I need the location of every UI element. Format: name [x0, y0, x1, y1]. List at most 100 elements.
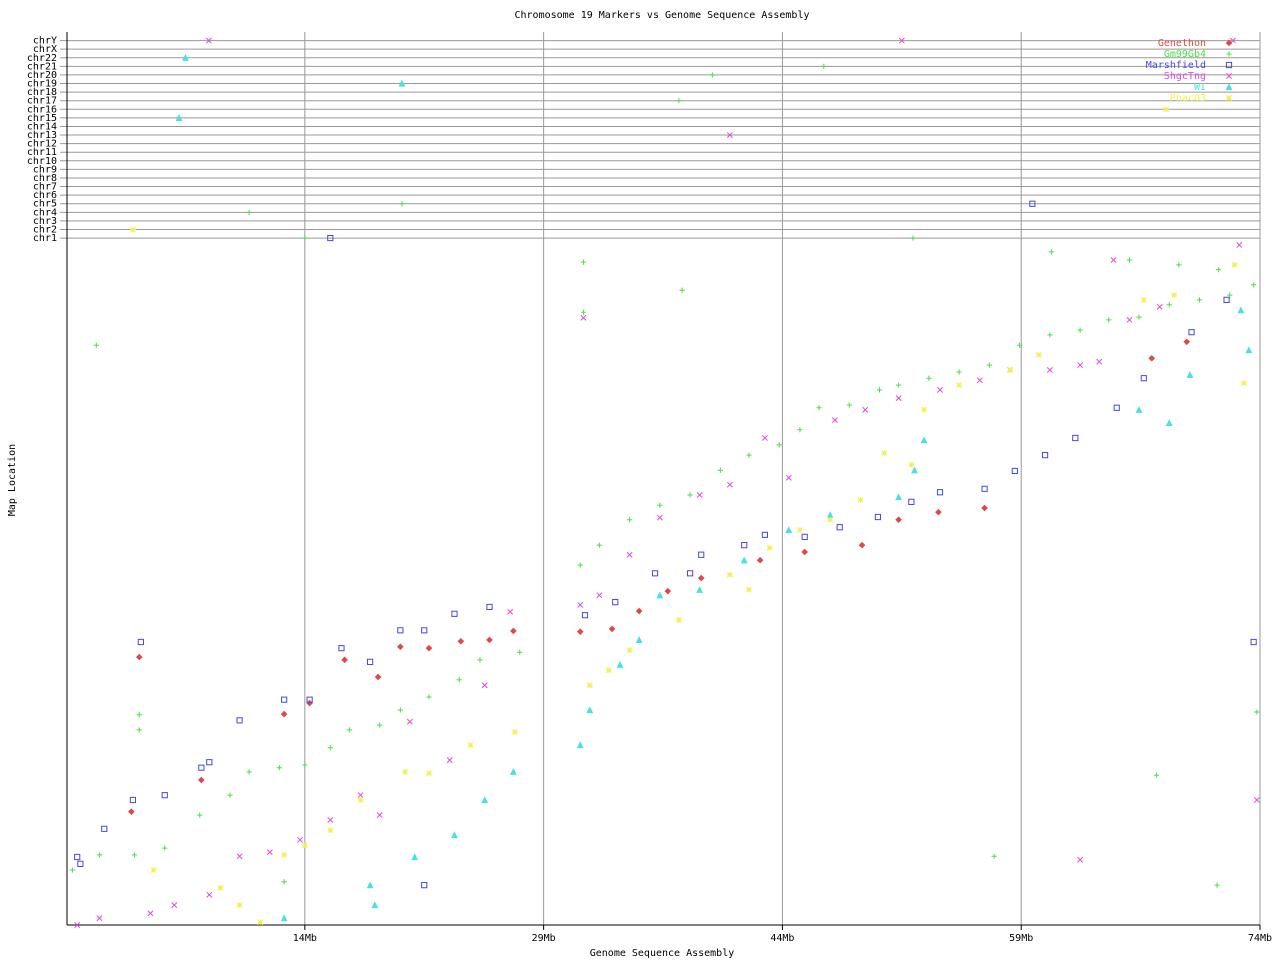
y-tick-label: chr15 [27, 113, 57, 124]
y-tick-label: chr16 [27, 104, 57, 115]
point [846, 402, 852, 408]
point [227, 792, 233, 798]
point [280, 710, 288, 718]
point [577, 601, 584, 608]
legend-marker [1226, 95, 1232, 101]
point [656, 514, 663, 521]
point [676, 98, 682, 104]
point [785, 526, 793, 534]
point [302, 235, 308, 241]
point [281, 879, 287, 885]
point [74, 922, 81, 928]
point [206, 759, 213, 766]
point [399, 201, 405, 207]
point [357, 797, 364, 803]
point [171, 902, 178, 909]
point [406, 718, 413, 725]
x-tick-label: 59Mb [1009, 933, 1033, 944]
x-tick-label: 44Mb [770, 933, 794, 944]
point [1110, 257, 1117, 264]
series [129, 106, 1248, 926]
legend-marker [1225, 83, 1233, 91]
point [726, 571, 733, 578]
y-tick-label: chr9 [33, 164, 57, 175]
point [297, 836, 304, 843]
point [481, 796, 489, 804]
point [411, 853, 419, 861]
y-tick-label: chr7 [33, 182, 57, 193]
point [446, 757, 453, 764]
point [327, 745, 333, 751]
point [481, 682, 488, 689]
point [397, 707, 403, 713]
point [717, 467, 723, 473]
point [1077, 362, 1084, 369]
point [1254, 709, 1260, 715]
legend-marker [1226, 51, 1232, 57]
series [74, 200, 1257, 889]
point [1253, 797, 1260, 803]
point [741, 542, 748, 549]
point [205, 37, 212, 44]
point [327, 816, 334, 823]
point [1047, 332, 1053, 338]
point [586, 706, 594, 714]
point [612, 599, 619, 606]
point [1241, 380, 1248, 386]
point [96, 915, 103, 922]
point [596, 592, 603, 599]
point [910, 235, 916, 241]
point [697, 574, 705, 582]
point [1188, 329, 1195, 336]
point [1113, 404, 1120, 411]
point [306, 699, 313, 707]
point [581, 612, 589, 619]
point [246, 209, 252, 215]
y-tick-label: chr19 [27, 79, 57, 90]
point [1017, 342, 1023, 348]
point [266, 849, 273, 856]
point [937, 386, 943, 393]
point [346, 727, 353, 733]
point [696, 492, 703, 498]
point [281, 851, 288, 858]
point [1007, 367, 1014, 373]
y-tick-label: chr5 [33, 199, 57, 210]
point [129, 796, 137, 804]
y-tick-label: chr18 [27, 87, 57, 98]
point [696, 586, 704, 593]
y-tick-label: chr13 [27, 130, 57, 141]
point [1077, 327, 1083, 333]
point [246, 769, 252, 775]
point [586, 682, 593, 689]
point [1048, 249, 1055, 255]
point [1171, 292, 1177, 299]
point [1227, 292, 1233, 298]
point [746, 452, 752, 458]
legend-label: Marshfield [1146, 60, 1206, 71]
point [920, 436, 928, 444]
point [128, 808, 135, 815]
point [374, 673, 382, 681]
point [1106, 317, 1112, 323]
point [421, 627, 428, 634]
legend-marker [1225, 61, 1233, 69]
point [357, 792, 364, 799]
point [596, 542, 602, 548]
point [898, 37, 905, 44]
point [577, 562, 583, 568]
legend-label: Genethon [1158, 38, 1206, 49]
point [976, 377, 983, 384]
point [397, 643, 404, 651]
series [69, 63, 1260, 888]
point [1250, 638, 1257, 646]
point [129, 226, 136, 233]
point [1165, 419, 1173, 426]
point [1156, 303, 1163, 310]
y-tick-label: chr20 [27, 70, 57, 81]
point [616, 660, 624, 668]
point [874, 513, 882, 521]
point [797, 427, 803, 433]
x-tick-label: 14Mb [293, 933, 317, 944]
point [664, 587, 672, 595]
